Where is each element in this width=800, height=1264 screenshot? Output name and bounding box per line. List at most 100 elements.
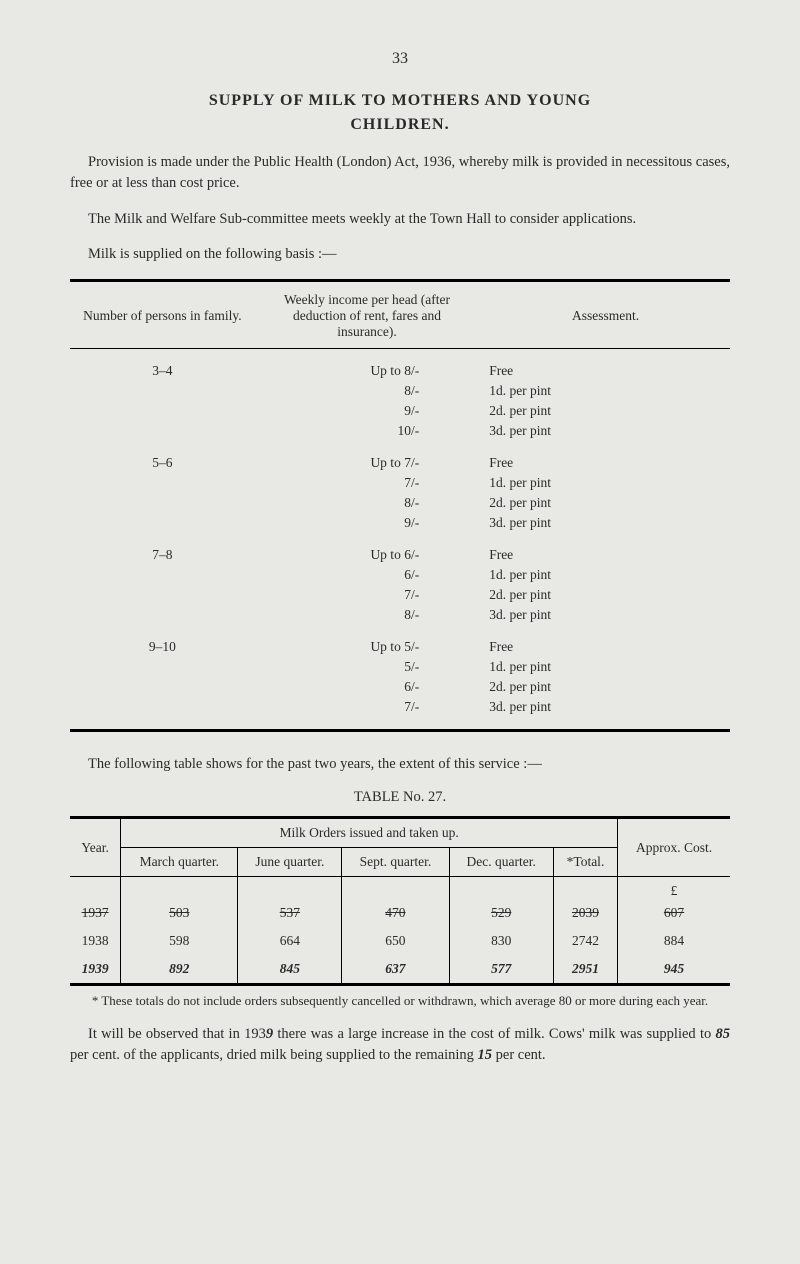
t1-assessment-cell: 3d. per pint (479, 697, 730, 731)
t2-1938-dec: 830 (449, 927, 553, 955)
table-row: 8/-2d. per pint (70, 493, 730, 513)
t2-1937-june: 537 (280, 905, 300, 920)
t1-persons-cell (70, 381, 255, 401)
t2-1937-sept: 470 (385, 905, 405, 920)
table-row: 7/-3d. per pint (70, 697, 730, 731)
paragraph-4-text: The following table shows for the past t… (88, 756, 542, 772)
t1-persons-cell (70, 677, 255, 697)
table2-title: TABLE No. 27. (70, 789, 730, 806)
p5a: It will be observed that in 193 (88, 1026, 266, 1042)
p5d: per cent. (492, 1047, 546, 1063)
t1-income-cell: 5/- (255, 657, 479, 677)
table-row: 6/-1d. per pint (70, 565, 730, 585)
footnote: * These totals do not include orders sub… (70, 992, 730, 1010)
t1-assessment-cell: 2d. per pint (479, 677, 730, 697)
t1-assessment-cell: 3d. per pint (479, 513, 730, 533)
t2-1938-june: 664 (238, 927, 342, 955)
t2-1937-march: 503 (169, 905, 189, 920)
table-row: 8/-3d. per pint (70, 605, 730, 625)
t1-persons-cell (70, 401, 255, 421)
t2-1939-year: 1939 (82, 961, 109, 976)
t2-1939-total: 2951 (572, 961, 599, 976)
t2-header-march: March quarter. (121, 848, 238, 877)
t1-income-cell: 7/- (255, 585, 479, 605)
t1-persons-cell (70, 585, 255, 605)
t1-persons-cell (70, 657, 255, 677)
t1-income-cell: 6/- (255, 565, 479, 585)
t1-assessment-cell: Free (479, 625, 730, 657)
t1-income-cell: 6/- (255, 677, 479, 697)
main-title-line2: CHILDREN. (70, 116, 730, 134)
table-row: 10/-3d. per pint (70, 421, 730, 441)
t2-header-milk: Milk Orders issued and taken up. (121, 818, 618, 848)
t2-header-dec: Dec. quarter. (449, 848, 553, 877)
table-row: 5–6Up to 7/-Free (70, 441, 730, 473)
t1-assessment-cell: Free (479, 533, 730, 565)
t1-persons-cell (70, 473, 255, 493)
t1-assessment-cell: 3d. per pint (479, 605, 730, 625)
t1-income-cell: 7/- (255, 473, 479, 493)
t1-persons-cell (70, 697, 255, 731)
milk-orders-table: Year. Milk Orders issued and taken up. A… (70, 816, 730, 986)
t2-1939-sept: 637 (385, 961, 405, 976)
t1-persons-cell: 5–6 (70, 441, 255, 473)
t2-1938-march: 598 (121, 927, 238, 955)
t2-header-june: June quarter. (238, 848, 342, 877)
t1-persons-cell (70, 513, 255, 533)
t1-income-cell: Up to 7/- (255, 441, 479, 473)
t1-assessment-cell: Free (479, 441, 730, 473)
t1-income-cell: 8/- (255, 493, 479, 513)
t2-header-year: Year. (70, 818, 121, 877)
main-title-line1: SUPPLY OF MILK TO MOTHERS AND YOUNG (70, 92, 730, 110)
t1-income-cell: Up to 8/- (255, 349, 479, 382)
t2-1938-cost: 884 (618, 927, 730, 955)
t1-income-cell: Up to 5/- (255, 625, 479, 657)
t1-assessment-cell: 2d. per pint (479, 493, 730, 513)
t1-income-cell: 9/- (255, 401, 479, 421)
table-row: 3–4Up to 8/-Free (70, 349, 730, 382)
paragraph-3-text: Milk is supplied on the following basis … (88, 246, 337, 262)
t2-header-sept: Sept. quarter. (342, 848, 449, 877)
page-number: 33 (70, 50, 730, 68)
t2-header-approx: Approx. Cost. (618, 818, 730, 877)
t2-pound-symbol: £ (618, 877, 730, 900)
t2-row-1939: 1939 892 845 637 577 2951 945 (70, 955, 730, 985)
t2-1939-cost: 945 (664, 961, 684, 976)
t2-1939-dec: 577 (491, 961, 511, 976)
t1-persons-cell: 7–8 (70, 533, 255, 565)
table-row: 9–10Up to 5/-Free (70, 625, 730, 657)
table-row: 7–8Up to 6/-Free (70, 533, 730, 565)
p5c: per cent. of the applicants, dried milk … (70, 1047, 478, 1063)
p5-hand-15: 15 (478, 1047, 493, 1063)
paragraph-1-text: Provision is made under the Public Healt… (70, 154, 730, 191)
t2-1937-total: 2039 (572, 905, 599, 920)
paragraph-2: The Milk and Welfare Sub-committee meets… (70, 209, 730, 230)
table-row: 7/-1d. per pint (70, 473, 730, 493)
table-row: 8/-1d. per pint (70, 381, 730, 401)
t1-assessment-cell: 2d. per pint (479, 585, 730, 605)
paragraph-1: Provision is made under the Public Healt… (70, 152, 730, 194)
t1-header-persons: Number of persons in family. (70, 281, 255, 349)
t2-header-total: *Total. (553, 848, 617, 877)
t1-assessment-cell: Free (479, 349, 730, 382)
t1-income-cell: 7/- (255, 697, 479, 731)
paragraph-2-text: The Milk and Welfare Sub-committee meets… (88, 211, 636, 227)
t1-assessment-cell: 2d. per pint (479, 401, 730, 421)
t1-header-assessment: Assessment. (479, 281, 730, 349)
t1-persons-cell (70, 421, 255, 441)
t2-1938-total: 2742 (553, 927, 617, 955)
table-row: 7/-2d. per pint (70, 585, 730, 605)
t1-persons-cell (70, 605, 255, 625)
table-row: 5/-1d. per pint (70, 657, 730, 677)
t2-1938-sept: 650 (342, 927, 449, 955)
assessment-table: Number of persons in family. Weekly inco… (70, 279, 730, 732)
t2-1937-cost: 607 (664, 905, 684, 920)
t2-1938-year: 1938 (70, 927, 121, 955)
t1-assessment-cell: 1d. per pint (479, 565, 730, 585)
t1-assessment-cell: 3d. per pint (479, 421, 730, 441)
t1-assessment-cell: 1d. per pint (479, 381, 730, 401)
t2-row-1938: 1938 598 664 650 830 2742 884 (70, 927, 730, 955)
t1-persons-cell: 3–4 (70, 349, 255, 382)
t1-persons-cell (70, 493, 255, 513)
t1-assessment-cell: 1d. per pint (479, 657, 730, 677)
